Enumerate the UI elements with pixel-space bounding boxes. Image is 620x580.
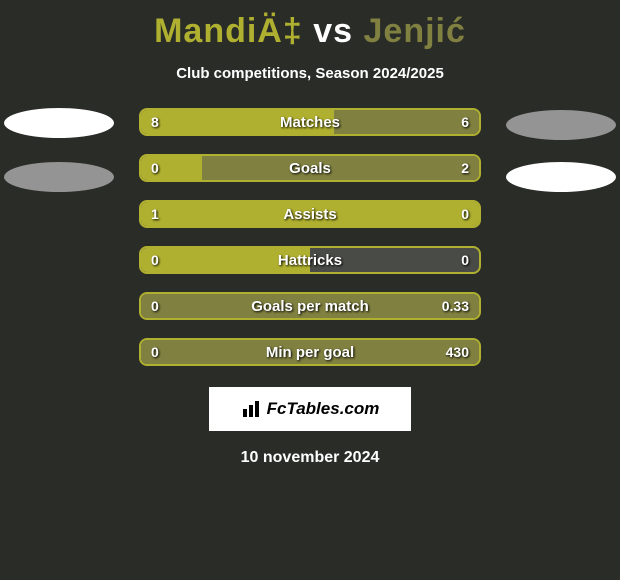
subtitle: Club competitions, Season 2024/2025: [176, 65, 444, 82]
stat-row: 00.33Goals per match: [139, 292, 481, 320]
stat-label: Min per goal: [141, 340, 479, 364]
stat-row: 0430Min per goal: [139, 338, 481, 366]
brand-icon: [241, 399, 263, 419]
stat-label: Assists: [141, 202, 479, 226]
stat-row: 10Assists: [139, 200, 481, 228]
stat-row: 86Matches: [139, 108, 481, 136]
side-oval: [4, 108, 114, 138]
stats-zone: 86Matches 02Goals 10Assists 00Hattricks 00.3…: [0, 108, 620, 384]
side-oval: [506, 110, 616, 140]
date-line: 10 november 2024: [241, 449, 380, 467]
player-1-name: MandiÄ‡: [154, 12, 303, 50]
page-title: MandiÄ‡ vs Jenjić: [154, 12, 466, 51]
side-oval: [4, 162, 114, 192]
side-oval: [506, 162, 616, 192]
versus-word: vs: [313, 12, 353, 50]
stat-row: 00Hattricks: [139, 246, 481, 274]
stat-label: Hattricks: [141, 248, 479, 272]
stat-label: Goals per match: [141, 294, 479, 318]
brand-text: FcTables.com: [267, 399, 380, 419]
comparison-card: MandiÄ‡ vs Jenjić Club competitions, Sea…: [0, 0, 620, 467]
stat-label: Matches: [141, 110, 479, 134]
stat-row: 02Goals: [139, 154, 481, 182]
stat-label: Goals: [141, 156, 479, 180]
brand-box: FcTables.com: [209, 387, 411, 431]
player-2-name: Jenjić: [364, 12, 466, 50]
